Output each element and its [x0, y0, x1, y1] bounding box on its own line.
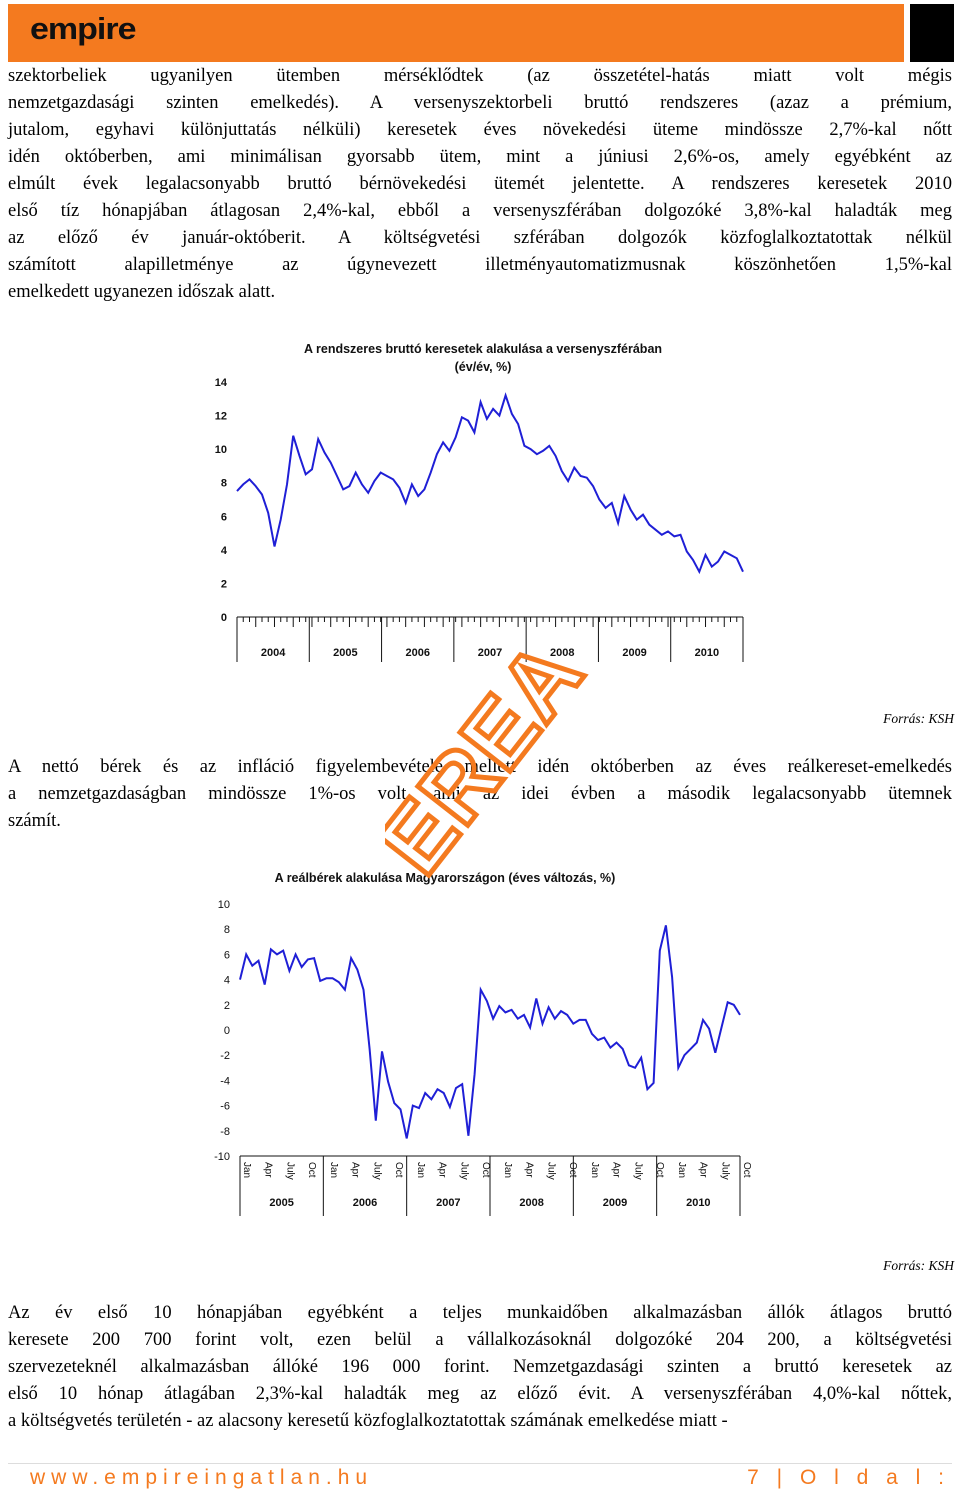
chart-versenyszfera-keresetek: A rendszeres bruttó keresetek alakulása …: [215, 342, 744, 662]
chart2-month-label: Jan: [415, 1162, 426, 1178]
chart2-month-label: July: [545, 1162, 556, 1180]
chart1-year-label: 2006: [405, 647, 429, 659]
chart2-month-label: Oct: [654, 1162, 665, 1178]
paragraph1-line: első tíz hónapjában átlagosan 2,4%-kal, …: [8, 201, 952, 221]
chart1-year-label: 2008: [550, 647, 574, 659]
paragraph1-line: elmúlt évek legalacsonyabb bruttó bérnöv…: [8, 174, 952, 194]
chart2-month-label: Apr: [611, 1162, 622, 1178]
chart2-month-label: Jan: [502, 1162, 513, 1178]
paragraph3-line: szervezeteknél alkalmazásban állóké 196 …: [8, 1357, 952, 1377]
paragraph-1: szektorbeliek ugyanilyen ütemben mérsékl…: [8, 63, 952, 306]
paragraph2-line: A nettó bérek és az infláció figyelembev…: [8, 757, 952, 777]
chart2-ytick-label: -2: [220, 1050, 230, 1062]
chart1-year-label: 2004: [261, 647, 286, 659]
chart2-month-label: Oct: [567, 1162, 578, 1178]
paragraph1-line: számított alapilletménye az úgynevezett …: [8, 255, 952, 275]
chart2-month-label: Apr: [698, 1162, 709, 1178]
chart1-year-label: 2010: [695, 647, 719, 659]
chart2-year-label: 2010: [686, 1197, 710, 1209]
chart2-ytick-label: -10: [214, 1151, 230, 1163]
footer-page-number: 7 | O l d a l :: [747, 1466, 950, 1489]
chart2-title: A reálbérek alakulása Magyarországon (év…: [275, 871, 616, 885]
chart1-ytick-label: 12: [215, 411, 227, 423]
paragraph3-line: Az év első 10 hónapjában egyébként a tel…: [8, 1303, 952, 1323]
chart2-month-label: July: [371, 1162, 382, 1180]
footer-divider: [8, 1463, 952, 1464]
chart2-month-label: Apr: [350, 1162, 361, 1178]
chart1-title-line1: A rendszeres bruttó keresetek alakulása …: [304, 342, 662, 356]
paragraph1-line: az előző év január-októberit. A költségv…: [8, 228, 952, 248]
chart1-ytick-label: 14: [215, 377, 228, 389]
chart2-year-label: 2007: [436, 1197, 460, 1209]
chart2-ytick-label: 4: [224, 975, 230, 987]
chart2-month-label: Jan: [589, 1162, 600, 1178]
chart2-month-label: Apr: [263, 1162, 274, 1178]
chart2-month-label: July: [458, 1162, 469, 1180]
chart2-month-label: Apr: [524, 1162, 535, 1178]
paragraph1-line: emelkedett ugyanezen időszak alatt.: [8, 282, 276, 302]
footer-url[interactable]: www.empireingatlan.hu: [30, 1466, 374, 1489]
chart2-month-label: Oct: [393, 1162, 404, 1178]
paragraph2-line: számít.: [8, 811, 61, 831]
chart2-ytick-label: 10: [218, 899, 230, 911]
chart2-ytick-label: 6: [224, 949, 230, 961]
chart1-year-label: 2009: [622, 647, 646, 659]
chart2-ytick-label: -4: [220, 1075, 230, 1087]
chart2-month-label: Jan: [676, 1162, 687, 1178]
chart2-year-label: 2008: [519, 1197, 543, 1209]
chart1-ytick-label: 8: [221, 478, 227, 490]
chart2-month-label: July: [632, 1162, 643, 1180]
chart1-ytick-label: 4: [221, 545, 228, 557]
chart2-year-label: 2006: [353, 1197, 377, 1209]
chart2-month-label: Oct: [306, 1162, 317, 1178]
chart1-ytick-label: 0: [221, 612, 227, 624]
paragraph1-line: jutalom, egyhavi különjuttatás nélküli) …: [8, 120, 952, 140]
chart1-title-line2: (év/év, %): [455, 360, 512, 374]
chart2-year-label: 2005: [269, 1197, 293, 1209]
chart2-year-label: 2009: [603, 1197, 627, 1209]
chart2-ytick-label: 2: [224, 1000, 230, 1012]
chart2-ytick-label: 8: [224, 924, 230, 936]
chart2-month-label: Apr: [437, 1162, 448, 1178]
chart2-ytick-label: -6: [220, 1101, 230, 1113]
header-banner: empire: [8, 4, 904, 62]
header-black-block: [910, 4, 954, 62]
chart2-month-label: Oct: [741, 1162, 752, 1178]
chart2-source: Forrás: KSH: [883, 1258, 954, 1273]
chart2-month-label: Jan: [241, 1162, 252, 1178]
paragraph1-line: idén októberben, ami minimálisan gyorsab…: [8, 147, 952, 167]
paragraph3-line: első 10 hónap átlagában 2,3%-kal haladtá…: [8, 1384, 952, 1404]
chart1-ytick-label: 2: [221, 578, 227, 590]
chart2-month-label: July: [284, 1162, 295, 1180]
chart2-ytick-label: -8: [220, 1126, 230, 1138]
chart-realberek: A reálbérek alakulása Magyarországon (év…: [214, 871, 752, 1216]
paragraph1-line: nemzetgazdasági szinten emelkedés). A ve…: [8, 93, 952, 113]
paragraph3-line: a költségvetés területén - az alacsony k…: [8, 1411, 728, 1431]
paragraph-3: Az év első 10 hónapjában egyébként a tel…: [8, 1300, 952, 1435]
paragraph-2: A nettó bérek és az infláció figyelembev…: [8, 754, 952, 835]
chart1-series-line: [236, 392, 744, 575]
paragraph1-line: szektorbeliek ugyanilyen ütemben mérsékl…: [8, 66, 952, 86]
chart1-year-label: 2005: [333, 647, 357, 659]
chart1-ytick-label: 6: [221, 511, 227, 523]
chart2-month-label: Jan: [328, 1162, 339, 1178]
chart2-month-label: Oct: [480, 1162, 491, 1178]
chart2-month-label: July: [719, 1162, 730, 1180]
empire-logo: empire: [30, 11, 136, 47]
paragraph3-line: keresete 200 700 forint volt, ezen belül…: [8, 1330, 952, 1350]
chart1-year-label: 2007: [478, 647, 502, 659]
chart1-ytick-label: 10: [215, 444, 227, 456]
chart2-series-line: [239, 925, 741, 1139]
chart2-ytick-label: 0: [224, 1025, 230, 1037]
paragraph2-line: a nemzetgazdaságban mindössze 1%-os volt…: [8, 784, 952, 804]
chart1-source: Forrás: KSH: [883, 711, 954, 726]
